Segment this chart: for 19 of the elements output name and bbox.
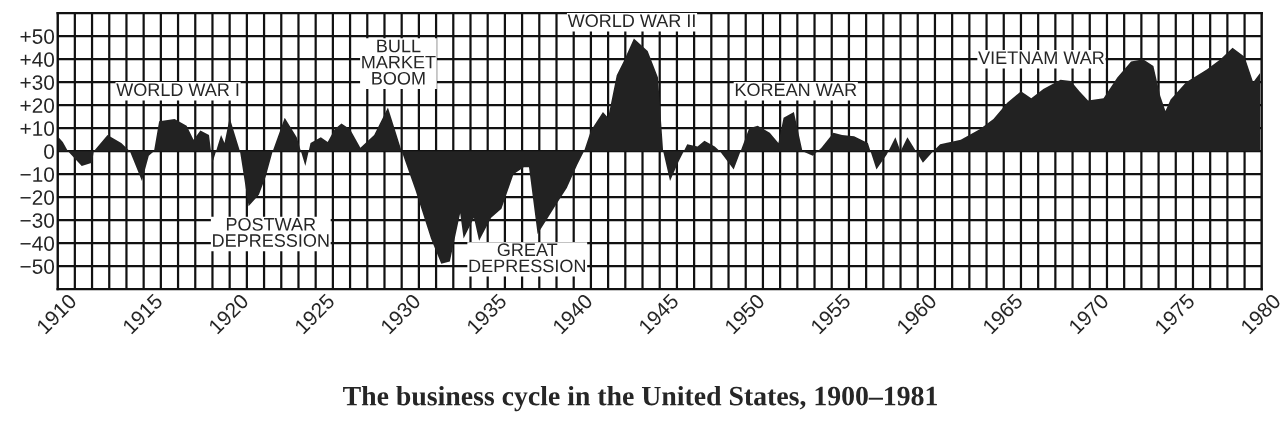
y-tick-label: −20 [20, 190, 55, 205]
annotation: VIETNAM WAR [978, 51, 1104, 64]
y-tick-label: 0 [44, 144, 55, 159]
y-tick-label: +30 [20, 75, 55, 90]
y-tick-label: +20 [20, 98, 55, 113]
y-tick-label: −40 [20, 236, 55, 251]
annotation: WORLD WAR I [116, 83, 239, 97]
annotation: WORLD WAR II [567, 14, 695, 28]
y-tick-label: −50 [20, 259, 55, 274]
y-tick-label: +10 [20, 121, 55, 136]
annotation: BULL MARKET BOOM [362, 39, 436, 85]
y-tick-label: −10 [20, 167, 55, 182]
annotation: KOREAN WAR [735, 83, 857, 97]
text: The business cycle in the United States, 1900–1981 [343, 385, 937, 412]
y-tick-label: −30 [20, 213, 55, 228]
annotation: GREAT DEPRESSION [469, 243, 585, 273]
annotation: POSTWAR DEPRESSION [213, 217, 329, 247]
y-tick-label: +50 [20, 29, 55, 44]
y-tick-label: +40 [20, 52, 55, 67]
